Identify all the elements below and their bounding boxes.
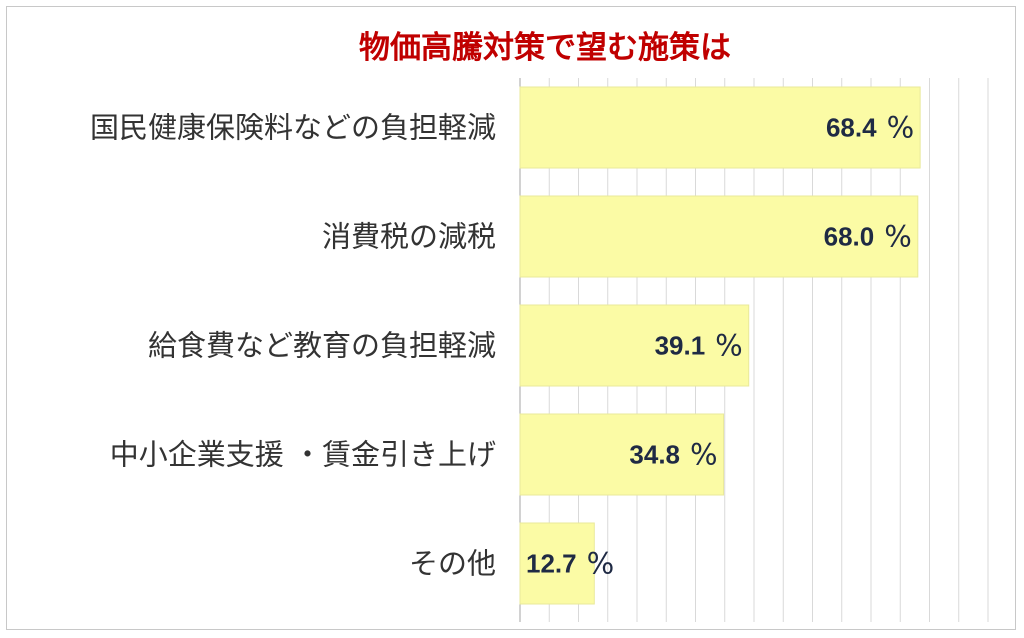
- value-unit: %: [887, 111, 915, 145]
- value-label: 68.4%: [826, 111, 914, 145]
- category-label: その他: [409, 547, 496, 581]
- chart-title: 物価高騰対策で望む施策は: [359, 30, 731, 66]
- value-number: 68.4: [826, 113, 877, 143]
- bar: [519, 413, 725, 496]
- value-unit: %: [715, 329, 743, 363]
- bar: [519, 195, 919, 278]
- value-label: 12.7%: [526, 547, 614, 581]
- value-unit: %: [587, 547, 615, 581]
- value-label: 34.8%: [629, 438, 717, 472]
- category-label: 国民健康保険料などの負担軽減: [90, 111, 496, 145]
- value-number: 39.1: [655, 331, 706, 361]
- category-label: 給食費など教育の負担軽減: [148, 329, 496, 363]
- value-number: 34.8: [629, 440, 680, 470]
- value-label: 39.1%: [655, 329, 743, 363]
- bar: [519, 86, 921, 169]
- value-number: 68.0: [824, 222, 875, 252]
- category-label: 消費税の減税: [322, 220, 496, 254]
- value-number: 12.7: [526, 549, 577, 579]
- bar: [519, 522, 595, 605]
- value-label: 68.0%: [824, 220, 912, 254]
- category-label: 中小企業支援 ・賃金引き上げ: [110, 438, 496, 472]
- bar: [519, 304, 750, 387]
- value-unit: %: [884, 220, 912, 254]
- value-unit: %: [690, 438, 718, 472]
